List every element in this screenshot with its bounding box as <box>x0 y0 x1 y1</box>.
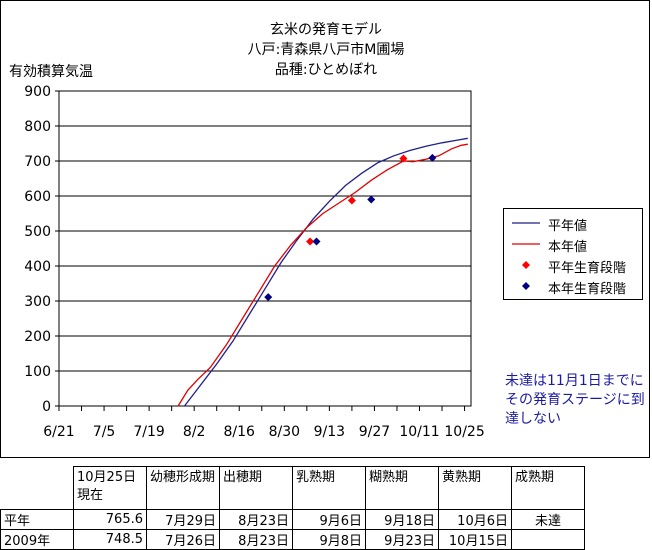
y-tick-label: 900 <box>24 84 51 100</box>
series-line-0 <box>183 137 468 407</box>
x-tick-label: 9/27 <box>359 424 390 440</box>
legend-label: 平年生育段階 <box>548 261 627 276</box>
legend-item: 本年値 <box>510 234 640 255</box>
table-header-panicle: 幼穂形成期 <box>146 466 220 510</box>
table-cell <box>511 529 585 550</box>
y-tick-label: 600 <box>24 189 51 205</box>
y-tick-label: 800 <box>24 119 51 135</box>
legend-label: 本年生育段階 <box>548 282 627 297</box>
table-cell: 未達 <box>511 509 585 530</box>
legend-marker <box>522 261 530 269</box>
table-row: 平年 765.6 7月29日 8月23日 9月6日 9月18日 10月6日 未達 <box>0 509 585 530</box>
y-tick-label: 0 <box>42 399 51 415</box>
legend-item: 平年値 <box>510 213 640 234</box>
y-tick-label: 700 <box>24 154 51 170</box>
table-cell: 8月23日 <box>219 509 293 530</box>
table-cell: 9月23日 <box>365 529 439 550</box>
table-header-row: 10月25日現在 幼穂形成期 出穂期 乳熟期 糊熟期 黄熟期 成熟期 <box>0 466 585 510</box>
x-tick-label: 7/5 <box>93 424 116 440</box>
table-cell: 7月26日 <box>146 529 220 550</box>
table-header-milk: 乳熟期 <box>292 466 366 510</box>
y-tick-label: 500 <box>24 224 51 240</box>
legend-symbol <box>512 222 540 224</box>
table-header-heading: 出穂期 <box>219 466 293 510</box>
y-tick-label: 100 <box>24 364 51 380</box>
legend: 平年値本年値平年生育段階 本年生育段階 <box>503 208 643 300</box>
chart-frame: 玄米の発育モデル 八戸:青森県八戸市M圃場 品種:ひとめぼれ 有効積算気温 0 1… <box>0 0 650 458</box>
legend-label: 本年値 <box>548 240 588 255</box>
table-header-mature: 成熟期 <box>511 466 585 510</box>
x-tick-label: 9/13 <box>314 424 345 440</box>
table-cell: 9月8日 <box>292 529 366 550</box>
note-text: 未達は11月1日までにその発育ステージに到達しない <box>505 373 645 427</box>
chart-title-line-2: 八戸:青森県八戸市M圃場 <box>247 42 405 58</box>
chart-title-line-3: 品種:ひとめぼれ <box>274 62 378 78</box>
legend-symbol <box>522 261 530 269</box>
series-marker-2 <box>347 196 356 205</box>
x-tick-label: 8/2 <box>183 424 206 440</box>
legend-symbol <box>522 282 530 290</box>
table-cell: 7月29日 <box>146 509 220 530</box>
x-tick-label: 7/19 <box>133 424 164 440</box>
legend-marker <box>522 282 530 290</box>
table-header-yellow: 黄熟期 <box>438 466 512 510</box>
chart-svg: 0 100 200 300 400 500 600 700 800 900 6/21 7/5 7/19 8… <box>24 84 484 440</box>
plot-area <box>58 90 472 407</box>
legend-item: 平年生育段階 <box>510 255 640 276</box>
y-tick-label: 300 <box>24 294 51 310</box>
table-cell: 9月6日 <box>292 509 366 530</box>
series-marker-3 <box>312 237 321 246</box>
table-header-dough: 糊熟期 <box>365 466 439 510</box>
data-table: 10月25日現在 幼穂形成期 出穂期 乳熟期 糊熟期 黄熟期 成熟期 平年 76… <box>0 466 585 550</box>
series-marker-3 <box>264 293 273 302</box>
series-marker-2 <box>399 154 408 163</box>
series-marker-3 <box>367 195 376 204</box>
legend-item: 本年生育段階 <box>510 276 640 297</box>
x-tick-label: 10/25 <box>444 424 484 440</box>
y-tick-label: 200 <box>24 329 51 345</box>
chart-title-line-1: 玄米の発育モデル <box>270 22 382 38</box>
table-cell: 765.6 <box>73 509 147 530</box>
y-tick-label: 400 <box>24 259 51 275</box>
x-tick-label: 8/16 <box>224 424 256 440</box>
table-row: 2009年 748.5 7月26日 8月23日 9月8日 9月23日 10月15… <box>0 529 585 550</box>
table-cell: 平年 <box>0 509 74 530</box>
y-axis-label: 有効積算気温 <box>9 64 93 80</box>
x-tick-label: 10/11 <box>399 424 439 440</box>
table-cell: 10月6日 <box>438 509 512 530</box>
series-marker-2 <box>306 237 315 246</box>
table-cell: 2009年 <box>0 529 74 550</box>
table-cell: 8月23日 <box>219 529 293 550</box>
series-marker-3 <box>428 153 437 162</box>
table-header-current: 10月25日現在 <box>73 466 147 510</box>
x-tick-label: 6/21 <box>43 424 74 440</box>
legend-symbol <box>512 243 540 245</box>
x-tick-label: 8/30 <box>269 424 300 440</box>
table-header-corner <box>0 466 74 510</box>
table-cell: 9月18日 <box>365 509 439 530</box>
legend-label: 平年値 <box>548 219 588 234</box>
table-cell: 10月15日 <box>438 529 512 550</box>
table-cell: 748.5 <box>73 529 147 550</box>
